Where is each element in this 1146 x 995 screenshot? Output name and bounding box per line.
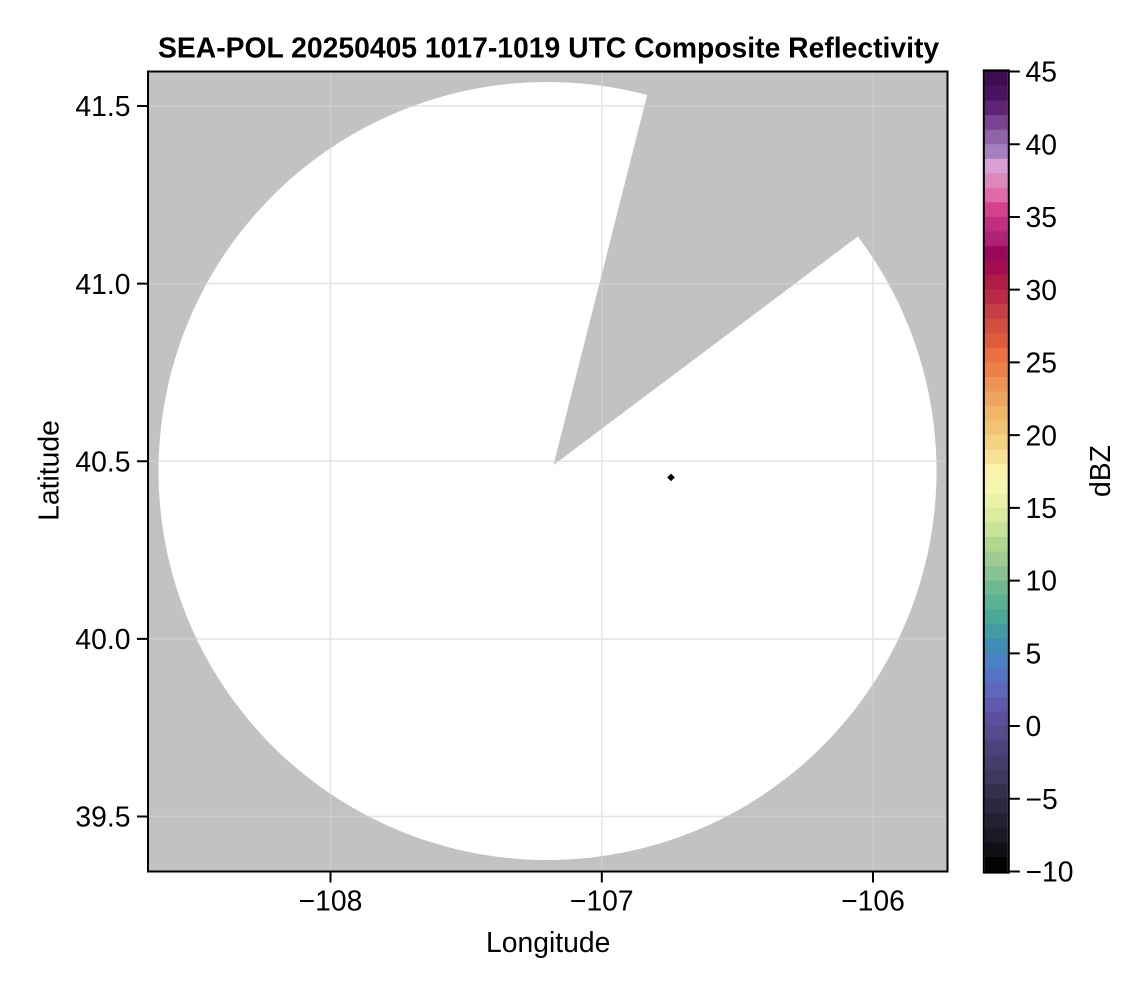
svg-text:41.0: 41.0 <box>75 268 130 300</box>
svg-text:−10: −10 <box>1026 856 1074 888</box>
svg-text:40: 40 <box>1026 128 1057 160</box>
svg-text:−5: −5 <box>1026 783 1058 815</box>
svg-text:41.5: 41.5 <box>75 90 130 122</box>
svg-text:45: 45 <box>1026 56 1057 88</box>
svg-text:40.5: 40.5 <box>75 445 130 477</box>
svg-text:5: 5 <box>1026 637 1042 669</box>
svg-text:−106: −106 <box>841 884 905 916</box>
svg-text:40.0: 40.0 <box>75 623 130 655</box>
svg-text:Latitude: Latitude <box>33 420 65 521</box>
svg-text:20: 20 <box>1026 419 1057 451</box>
svg-text:−108: −108 <box>299 884 363 916</box>
svg-text:25: 25 <box>1026 347 1057 379</box>
svg-text:30: 30 <box>1026 274 1057 306</box>
svg-text:dBZ: dBZ <box>1084 445 1116 497</box>
svg-text:0: 0 <box>1026 710 1042 742</box>
svg-text:35: 35 <box>1026 201 1057 233</box>
svg-text:15: 15 <box>1026 492 1057 524</box>
svg-text:39.5: 39.5 <box>75 801 130 833</box>
svg-text:−107: −107 <box>570 884 634 916</box>
svg-text:SEA-POL 20250405 1017-1019 UTC: SEA-POL 20250405 1017-1019 UTC Composite… <box>158 32 939 64</box>
svg-text:Longitude: Longitude <box>486 926 610 958</box>
svg-text:10: 10 <box>1026 565 1057 597</box>
